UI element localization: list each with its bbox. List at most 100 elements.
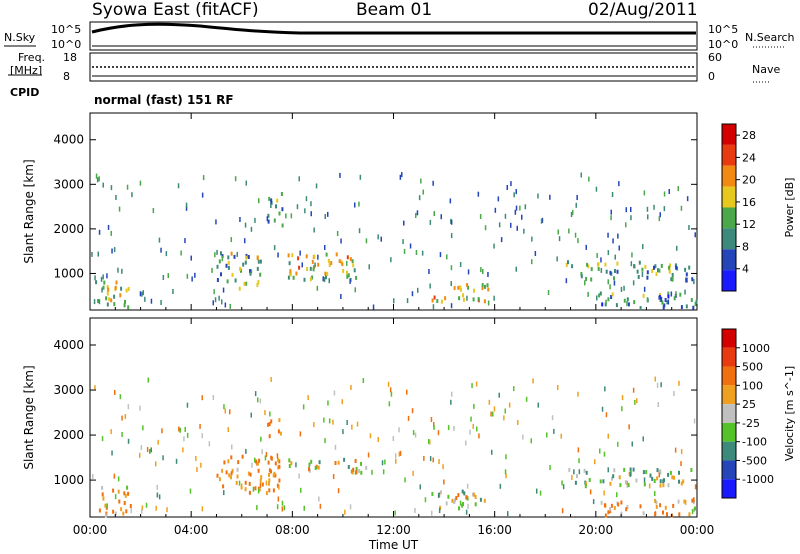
echo-cell <box>607 510 610 515</box>
echo-cell <box>513 192 515 198</box>
nave-label: Nave <box>752 63 781 76</box>
echo-cell <box>629 472 632 478</box>
echo-cell <box>150 447 152 453</box>
echo-cell <box>462 297 465 302</box>
echo-cell <box>112 488 115 493</box>
echo-cell <box>231 444 233 450</box>
echo-cell <box>259 478 262 483</box>
echo-cell <box>642 511 645 516</box>
echo-cell <box>268 478 271 483</box>
echo-cell <box>551 415 554 421</box>
echo-cell <box>228 473 231 478</box>
echo-cell <box>268 468 271 473</box>
echo-cell <box>249 271 252 276</box>
echo-cell <box>414 432 417 438</box>
echo-cell <box>239 266 242 271</box>
echo-cell <box>653 204 655 210</box>
echo-cell <box>599 479 602 484</box>
echo-cell <box>594 459 596 465</box>
echo-cell <box>654 376 656 382</box>
echo-cell <box>328 263 331 267</box>
echo-cell <box>618 181 620 187</box>
echo-cell <box>157 439 159 445</box>
echo-cell <box>568 467 571 472</box>
echo-cell <box>201 506 204 512</box>
echo-cell <box>258 458 261 463</box>
echo-cell <box>277 496 280 502</box>
echo-cell <box>127 404 130 410</box>
echo-cell <box>369 433 372 439</box>
echo-cell <box>295 271 298 276</box>
echo-cell <box>673 475 675 480</box>
echo-cell <box>200 462 202 468</box>
echo-cell <box>261 449 263 455</box>
echo-cell <box>258 487 261 492</box>
cpid-label: CPID <box>10 86 40 99</box>
echo-cell <box>250 226 253 232</box>
echo-cell <box>490 411 492 417</box>
echo-cell <box>686 277 688 283</box>
echo-cell <box>440 214 442 220</box>
echo-cell <box>659 479 662 484</box>
colorbar-segment <box>722 479 736 498</box>
echo-cell <box>106 273 108 279</box>
echo-cell <box>694 302 697 307</box>
echo-cell <box>114 390 116 395</box>
echo-cell <box>571 264 574 269</box>
echo-cell <box>280 192 283 196</box>
echo-cell <box>292 275 295 280</box>
echo-cell <box>617 502 620 507</box>
echo-cell <box>553 428 555 434</box>
echo-cell <box>453 500 456 504</box>
nsky-panel-frame <box>89 21 698 51</box>
echo-cell <box>146 447 149 452</box>
echo-cell <box>429 283 431 289</box>
echo-cell <box>269 411 271 417</box>
colorbar-tick-label: -1000 <box>742 473 774 486</box>
echo-cell <box>139 291 142 297</box>
echo-cell <box>504 213 507 219</box>
colorbar-segment <box>722 186 736 208</box>
echo-cell <box>341 262 344 267</box>
echo-cell <box>323 277 326 283</box>
echo-cell <box>305 196 308 202</box>
echo-cell <box>656 476 659 481</box>
echo-cell <box>324 438 326 444</box>
echo-cell <box>270 469 272 474</box>
echo-cell <box>521 214 523 220</box>
echo-cell <box>113 302 116 307</box>
echo-cell <box>653 265 655 270</box>
echo-cell <box>395 458 397 464</box>
echo-cell <box>556 256 558 262</box>
echo-cell <box>450 281 452 287</box>
echo-cell <box>342 268 345 273</box>
echo-cell <box>438 459 440 465</box>
echo-cell <box>289 269 292 274</box>
echo-cell <box>532 378 534 384</box>
echo-cell <box>684 499 687 505</box>
echo-cell <box>130 508 132 514</box>
echo-cell <box>343 457 346 462</box>
echo-cell <box>358 228 361 234</box>
echo-cell <box>450 303 453 309</box>
echo-cell <box>671 475 674 480</box>
echo-cell <box>225 263 228 268</box>
echo-cell <box>199 423 201 429</box>
echo-cell <box>673 391 675 396</box>
echo-cell <box>141 508 143 514</box>
echo-cell <box>607 232 609 238</box>
echo-cell <box>693 279 695 285</box>
echo-cell <box>576 195 578 200</box>
echo-cell <box>315 183 318 189</box>
echo-cell <box>201 433 203 439</box>
echo-cell <box>629 467 632 472</box>
echo-cell <box>601 406 604 412</box>
echo-cell <box>267 219 270 224</box>
echo-cell <box>323 417 325 423</box>
echo-cell <box>141 291 143 297</box>
echo-cell <box>347 273 350 278</box>
echo-cell <box>100 276 103 282</box>
echo-cell <box>617 441 619 447</box>
echo-cell <box>567 260 569 265</box>
echo-cell <box>648 483 651 489</box>
